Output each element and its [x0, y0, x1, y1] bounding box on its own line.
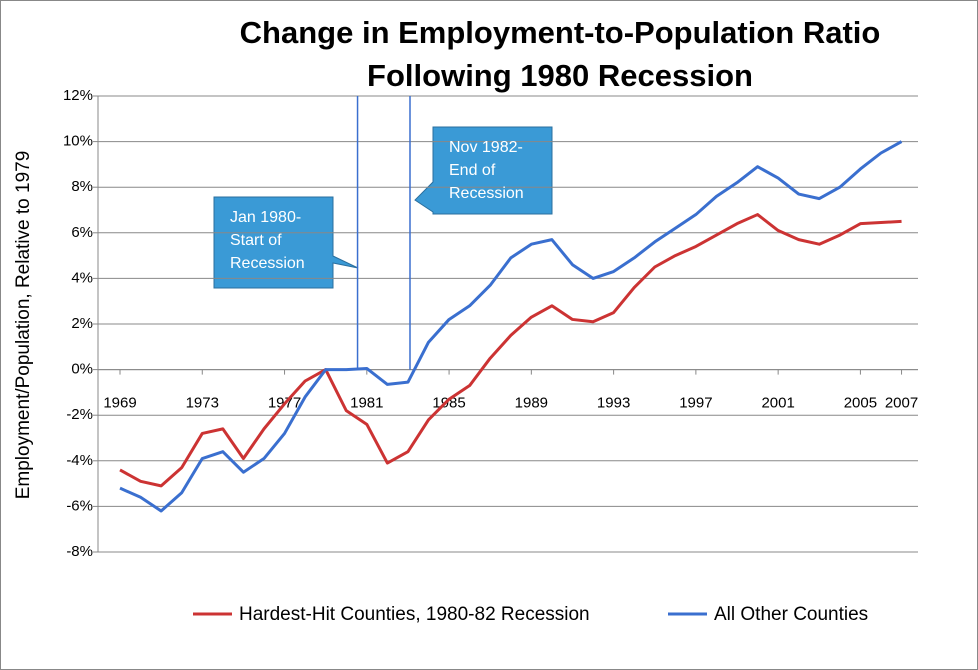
y-tick-label: -2%	[66, 406, 93, 423]
plot-area: -8%-6%-4%-2%0%2%4%6%8%10%12%1969 1973 1977…	[63, 87, 918, 560]
x-tick-label: 2001	[761, 395, 794, 412]
x-tick-label: 1989	[515, 395, 548, 412]
y-tick-label: 0%	[71, 361, 93, 378]
x-tick-label: 1969	[103, 395, 136, 412]
legend-label: All Other Counties	[714, 604, 868, 625]
data-line	[119, 140, 903, 513]
x-tick-label: 1973	[186, 395, 219, 412]
x-tick-label: 1993	[597, 395, 630, 412]
y-tick-label: 6%	[71, 224, 93, 241]
y-tick-label: 10%	[63, 133, 93, 150]
chart-title: Change in Employment-to-Population Ratio	[240, 15, 881, 50]
y-tick-label: 4%	[71, 269, 93, 286]
x-tick-label: 2005	[844, 395, 877, 412]
x-tick-label: 2007	[885, 395, 918, 412]
y-tick-label: 8%	[71, 178, 93, 195]
y-tick-label: 2%	[71, 315, 93, 332]
y-tick-label: -8%	[66, 543, 93, 560]
y-tick-label: 12%	[63, 87, 93, 104]
callout-text: Jan 1980-	[230, 209, 301, 226]
callout-box	[213, 196, 359, 289]
x-tick-label: 1997	[679, 395, 712, 412]
y-tick-label: -4%	[66, 452, 93, 469]
callout-text: Recession	[449, 185, 524, 202]
callout-text: Recession	[230, 255, 305, 272]
callout-text: End of	[449, 162, 496, 179]
callout-text: Nov 1982-	[449, 139, 523, 156]
y-tick-label: -6%	[66, 497, 93, 514]
x-tick-label: 1981	[350, 395, 383, 412]
callout-text: Start of	[230, 232, 282, 249]
chart-title: Following 1980 Recession	[367, 58, 753, 93]
data-line	[119, 213, 902, 488]
y-axis-title: Employment/Population, Relative to 1979	[13, 151, 34, 500]
legend-label: Hardest-Hit Counties, 1980-82 Recession	[239, 604, 590, 625]
